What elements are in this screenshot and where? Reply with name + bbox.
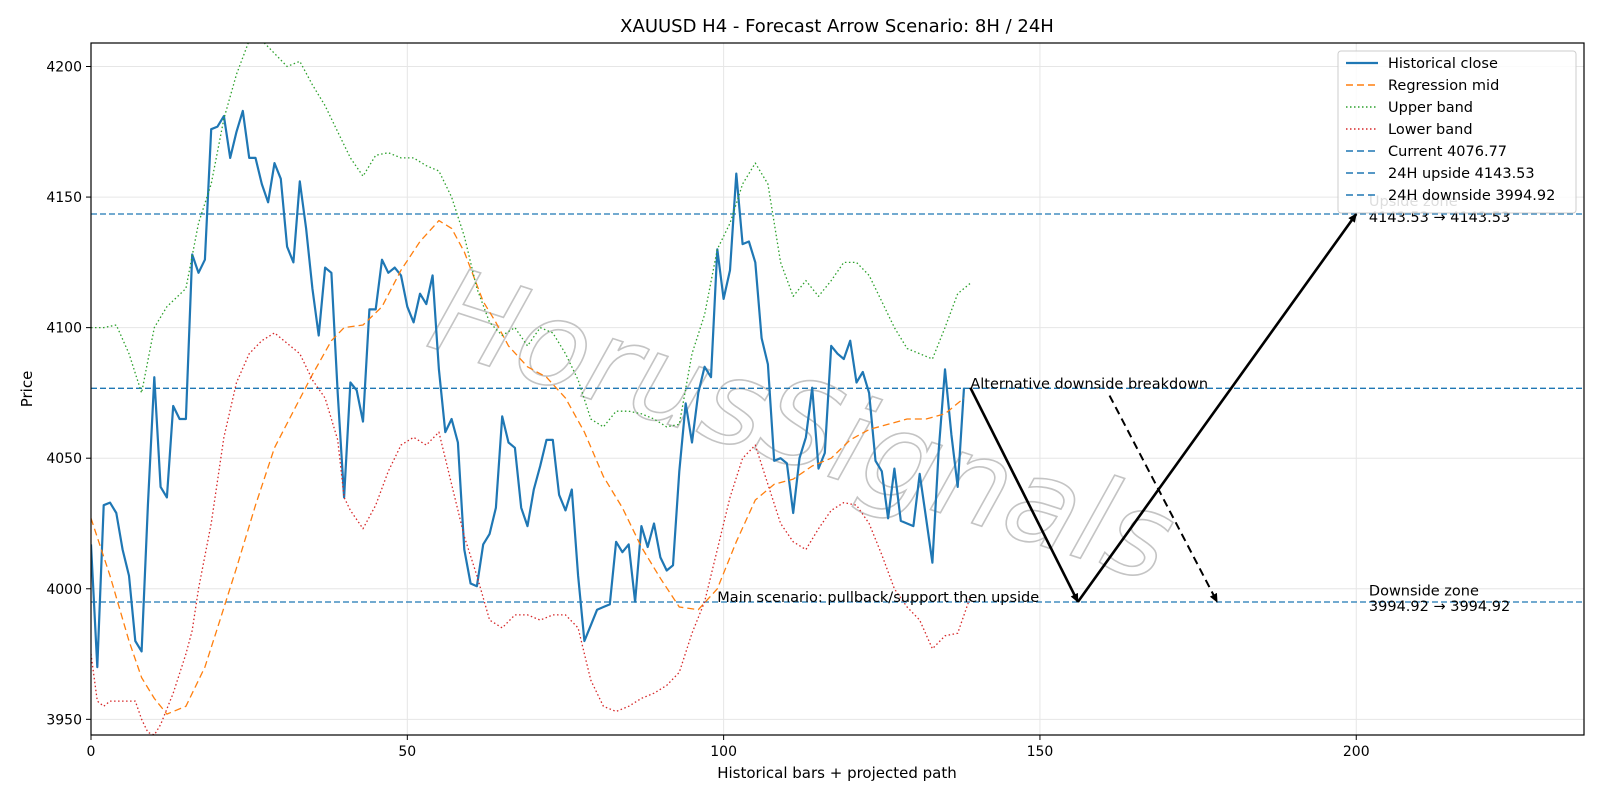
- chart-title: XAUUSD H4 - Forecast Arrow Scenario: 8H …: [620, 16, 1054, 37]
- axis-ticks: 0 50 100 150 200 3950 4000 4050 4100 4150 4200: [46, 60, 1369, 760]
- x-tick-label: 100: [710, 744, 737, 760]
- grid: [90, 43, 1584, 735]
- legend-label: Current 4076.77: [1388, 144, 1507, 160]
- legend: Historical close Regression mid Upper band…: [1337, 50, 1577, 214]
- downside-zone-range: 3994.92 → 3994.92: [1369, 599, 1510, 615]
- series-line-1: [91, 219, 965, 715]
- y-tick-label: 3950: [46, 712, 82, 728]
- legend-label: 24H downside 3994.92: [1388, 188, 1555, 204]
- y-tick-label: 4050: [46, 451, 82, 467]
- x-axis-label: Historical bars + projected path: [717, 764, 957, 782]
- plot-frame: [90, 42, 1585, 736]
- y-tick-label: 4000: [46, 582, 82, 598]
- series-line-2: [91, 43, 971, 428]
- legend-label: 24H upside 4143.53: [1388, 166, 1535, 182]
- arrow-main-leg-2: [1076, 213, 1358, 603]
- y-tick-label: 4200: [46, 60, 82, 76]
- y-tick-label: 4100: [46, 321, 82, 337]
- arrow-main-leg-1: [969, 387, 1080, 603]
- alt-label: Alternative downside breakdown: [970, 376, 1208, 392]
- watermark-text: HorusSignals: [415, 240, 1190, 609]
- x-tick-label: 200: [1343, 744, 1370, 760]
- downside-zone-label: Downside zone: [1369, 583, 1479, 599]
- main-label: Main scenario: pullback/support then ups…: [717, 590, 1039, 606]
- x-tick-label: 50: [398, 744, 416, 760]
- legend-box: [1337, 50, 1577, 214]
- series-line-0: [91, 109, 966, 669]
- watermark: HorusSignals: [415, 240, 1191, 611]
- scenario-arrows: [969, 213, 1358, 603]
- legend-label: Lower band: [1388, 122, 1473, 138]
- legend-label: Upper band: [1388, 100, 1473, 116]
- x-tick-label: 150: [1027, 744, 1054, 760]
- legend-label: Regression mid: [1388, 78, 1499, 94]
- reference-lines: [91, 213, 1584, 603]
- y-axis-label: Price: [18, 371, 36, 408]
- upside-zone-range: 4143.53 → 4143.53: [1369, 210, 1510, 226]
- series: [91, 43, 972, 735]
- legend-label: Historical close: [1388, 56, 1498, 72]
- y-tick-label: 4150: [46, 190, 82, 206]
- x-tick-label: 0: [87, 744, 96, 760]
